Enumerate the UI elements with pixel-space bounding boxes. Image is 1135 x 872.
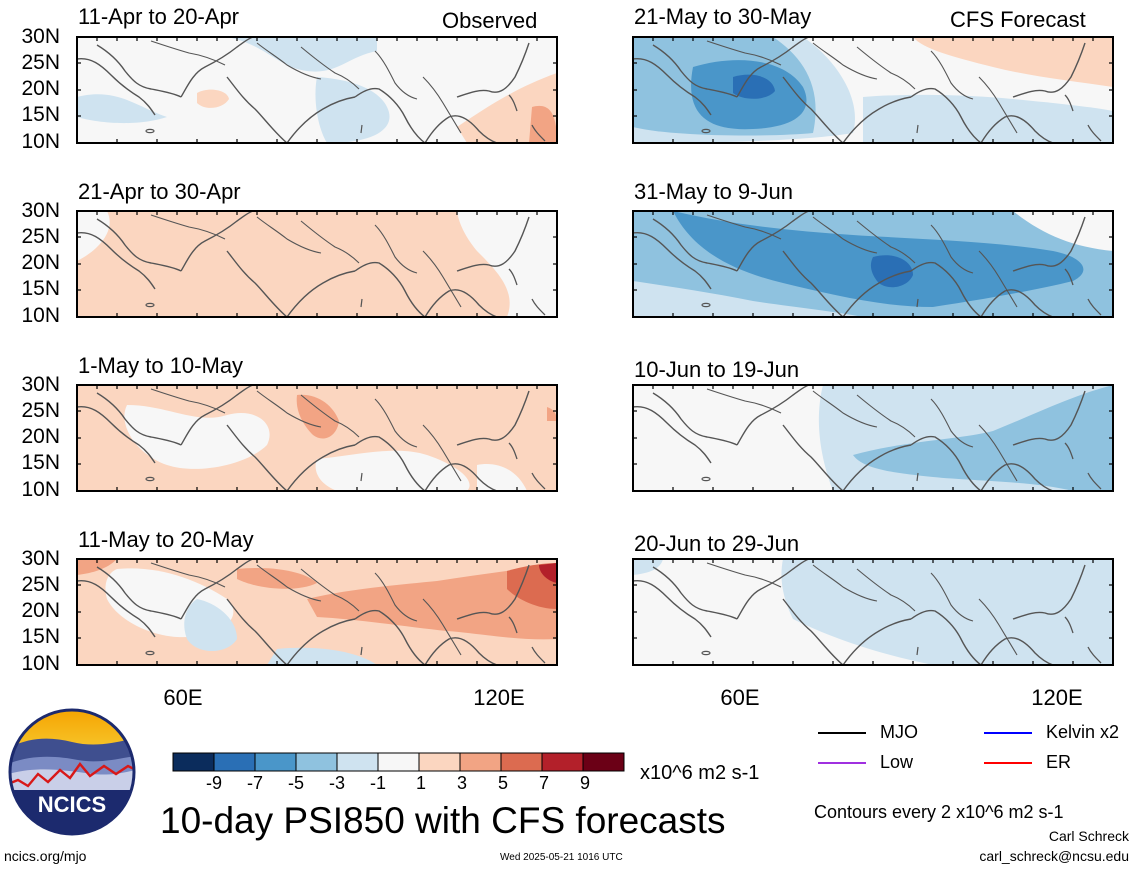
lat-label: 10N <box>21 478 60 501</box>
logo-text: NCICS <box>38 792 106 817</box>
colorbar-tick: -5 <box>287 773 304 793</box>
map-panel-obs-3 <box>76 384 558 492</box>
panel-title-obs-1: 11-Apr to 20-Apr <box>78 4 240 29</box>
forecast-label: CFS Forecast <box>950 7 1086 32</box>
colorbar-units: x10^6 m2 s-1 <box>640 762 760 784</box>
map-panel-obs-1 <box>76 36 558 144</box>
colorbar-swatch <box>213 752 256 772</box>
colorbar-tick: -9 <box>205 773 222 793</box>
observed-label: Observed <box>442 8 538 33</box>
lat-label: 30N <box>21 373 60 396</box>
footer-timestamp: Wed 2025-05-21 1016 UTC <box>500 852 623 863</box>
legend-line-mjo <box>818 732 866 734</box>
lat-label: 10N <box>21 304 60 327</box>
colorbar-swatch <box>377 752 420 772</box>
footer-author: Carl Schreck <box>1048 828 1129 844</box>
lat-label: 30N <box>21 547 60 570</box>
ncics-logo: NCICS <box>8 708 136 836</box>
contour-note: Contours every 2 x10^6 m2 s-1 <box>814 802 1064 822</box>
colorbar-swatch <box>254 752 297 772</box>
lat-label: 20N <box>21 251 60 274</box>
panel-title-fc-2: 31-May to 9-Jun <box>634 179 793 204</box>
legend-label-er: ER <box>1046 752 1072 772</box>
colorbar-tick: -7 <box>246 773 263 793</box>
lat-label: 10N <box>21 130 60 153</box>
lat-label: 10N <box>21 652 60 675</box>
colorbar-tick: 9 <box>579 773 590 793</box>
map-panel-fc-4 <box>632 558 1114 666</box>
panel-title-fc-3: 10-Jun to 19-Jun <box>634 357 800 382</box>
lat-label: 15N <box>21 451 60 474</box>
colorbar <box>172 752 625 772</box>
panel-title-fc-1: 21-May to 30-May <box>634 4 812 29</box>
lat-label: 20N <box>21 599 60 622</box>
colorbar-tick: -1 <box>369 773 386 793</box>
map-panel-fc-2 <box>632 210 1114 318</box>
footer-url[interactable]: ncics.org/mjo <box>4 848 87 864</box>
panel-title-obs-4: 11-May to 20-May <box>78 527 254 552</box>
panel-title-obs-2: 21-Apr to 30-Apr <box>78 179 241 204</box>
lat-label: 15N <box>21 277 60 300</box>
colorbar-swatch <box>541 752 584 772</box>
colorbar-swatch <box>418 752 461 772</box>
colorbar-swatch <box>582 752 625 772</box>
lat-label: 30N <box>21 25 60 48</box>
colorbar-swatch <box>172 752 215 772</box>
legend-label-mjo: MJO <box>880 722 918 742</box>
colorbar-tick: 3 <box>456 773 467 793</box>
lat-label: 25N <box>21 51 60 74</box>
lat-label: 15N <box>21 625 60 648</box>
lat-label: 30N <box>21 199 60 222</box>
colorbar-swatch <box>336 752 379 772</box>
lat-label: 25N <box>21 399 60 422</box>
lat-label: 25N <box>21 225 60 248</box>
map-panel-fc-1 <box>632 36 1114 144</box>
legend-line-low <box>818 762 866 764</box>
figure-title: 10-day PSI850 with CFS forecasts <box>160 800 726 841</box>
colorbar-swatch <box>295 752 338 772</box>
lat-label: 15N <box>21 103 60 126</box>
colorbar-swatch <box>500 752 543 772</box>
colorbar-tick: 1 <box>415 773 426 793</box>
map-panel-fc-3 <box>632 384 1114 492</box>
legend-line-kelvin <box>984 732 1032 734</box>
panel-title-fc-4: 20-Jun to 29-Jun <box>634 531 800 556</box>
lon-label-left-60e: 60E <box>163 685 203 710</box>
panel-title-obs-3: 1-May to 10-May <box>78 353 244 378</box>
map-panel-obs-2 <box>76 210 558 318</box>
colorbar-tick: 5 <box>497 773 508 793</box>
colorbar-tick: 7 <box>538 773 549 793</box>
colorbar-tick: -3 <box>328 773 345 793</box>
lon-label-right-120e: 120E <box>1031 685 1083 710</box>
footer-email: carl_schreck@ncsu.edu <box>979 848 1129 864</box>
legend-label-kelvin: Kelvin x2 <box>1046 722 1120 742</box>
lon-label-left-120e: 120E <box>473 685 525 710</box>
legend-line-er <box>984 762 1032 764</box>
legend-label-low: Low <box>880 752 914 772</box>
map-panel-obs-4 <box>76 558 558 666</box>
colorbar-swatch <box>459 752 502 772</box>
lat-label: 20N <box>21 425 60 448</box>
lat-label: 25N <box>21 573 60 596</box>
lon-label-right-60e: 60E <box>720 685 760 710</box>
lat-label: 20N <box>21 77 60 100</box>
